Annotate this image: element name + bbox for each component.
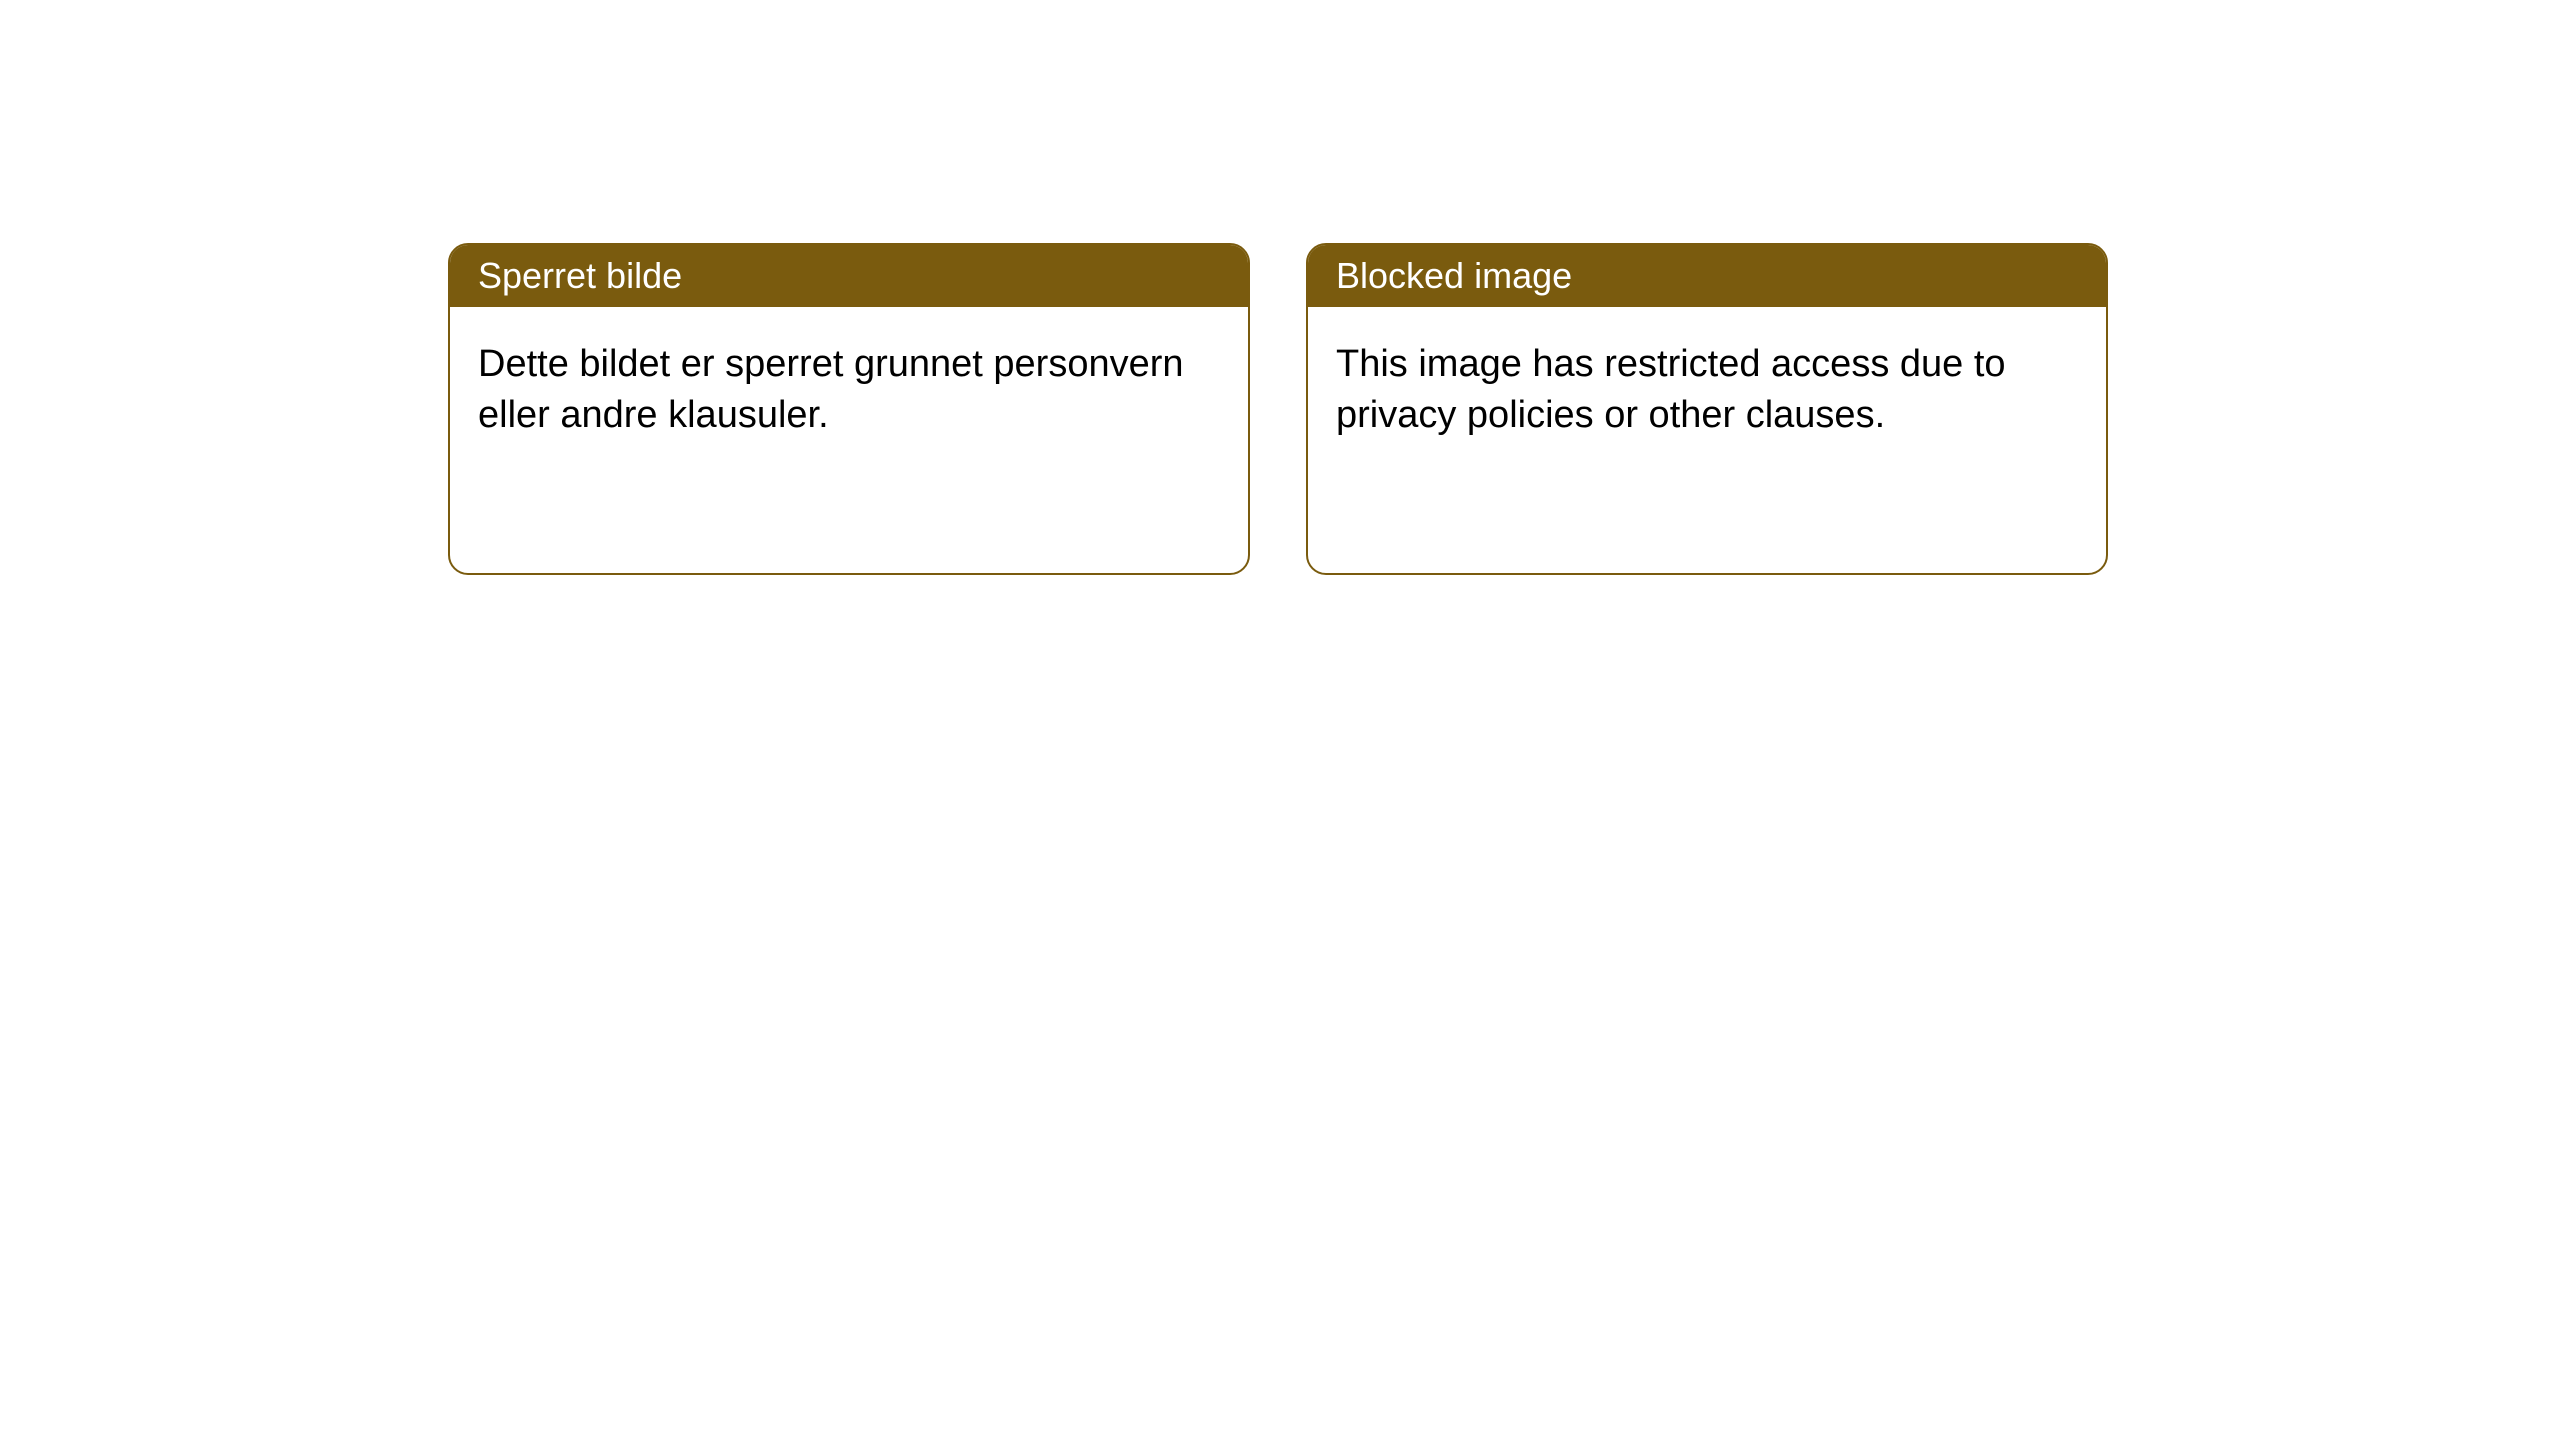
notice-card-norwegian: Sperret bilde Dette bildet er sperret gr… bbox=[448, 243, 1250, 575]
notice-header-norwegian: Sperret bilde bbox=[450, 245, 1248, 307]
notice-body-norwegian: Dette bildet er sperret grunnet personve… bbox=[450, 307, 1248, 474]
notice-card-english: Blocked image This image has restricted … bbox=[1306, 243, 2108, 575]
notice-container: Sperret bilde Dette bildet er sperret gr… bbox=[0, 0, 2560, 575]
notice-header-english: Blocked image bbox=[1308, 245, 2106, 307]
notice-body-english: This image has restricted access due to … bbox=[1308, 307, 2106, 474]
